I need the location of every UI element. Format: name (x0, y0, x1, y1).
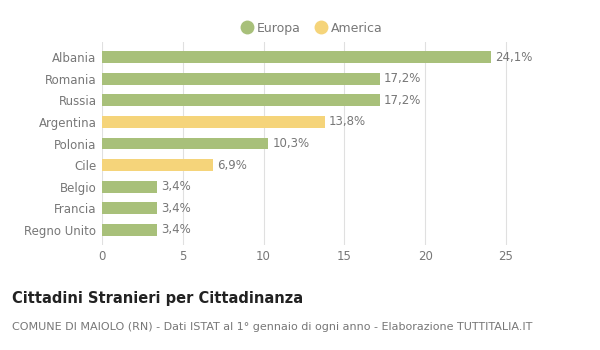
Text: 17,2%: 17,2% (384, 72, 421, 85)
Bar (102, 159, 214, 171)
Text: 10,3%: 10,3% (272, 137, 310, 150)
Bar (102, 224, 157, 236)
Bar (102, 202, 157, 214)
Text: 17,2%: 17,2% (384, 94, 421, 107)
Bar (102, 51, 491, 63)
Bar (102, 116, 325, 128)
Text: 24,1%: 24,1% (496, 51, 533, 64)
Bar (102, 181, 157, 192)
Bar (102, 138, 268, 149)
Text: Cittadini Stranieri per Cittadinanza: Cittadini Stranieri per Cittadinanza (12, 290, 303, 306)
Text: COMUNE DI MAIOLO (RN) - Dati ISTAT al 1° gennaio di ogni anno - Elaborazione TUT: COMUNE DI MAIOLO (RN) - Dati ISTAT al 1°… (12, 322, 532, 332)
Bar (102, 94, 380, 106)
Text: 6,9%: 6,9% (218, 159, 247, 172)
Text: 13,8%: 13,8% (329, 116, 366, 128)
Text: 3,4%: 3,4% (161, 202, 191, 215)
Bar (102, 73, 380, 85)
Text: 3,4%: 3,4% (161, 180, 191, 193)
Text: 3,4%: 3,4% (161, 223, 191, 236)
Legend: Europa, America: Europa, America (238, 18, 386, 38)
